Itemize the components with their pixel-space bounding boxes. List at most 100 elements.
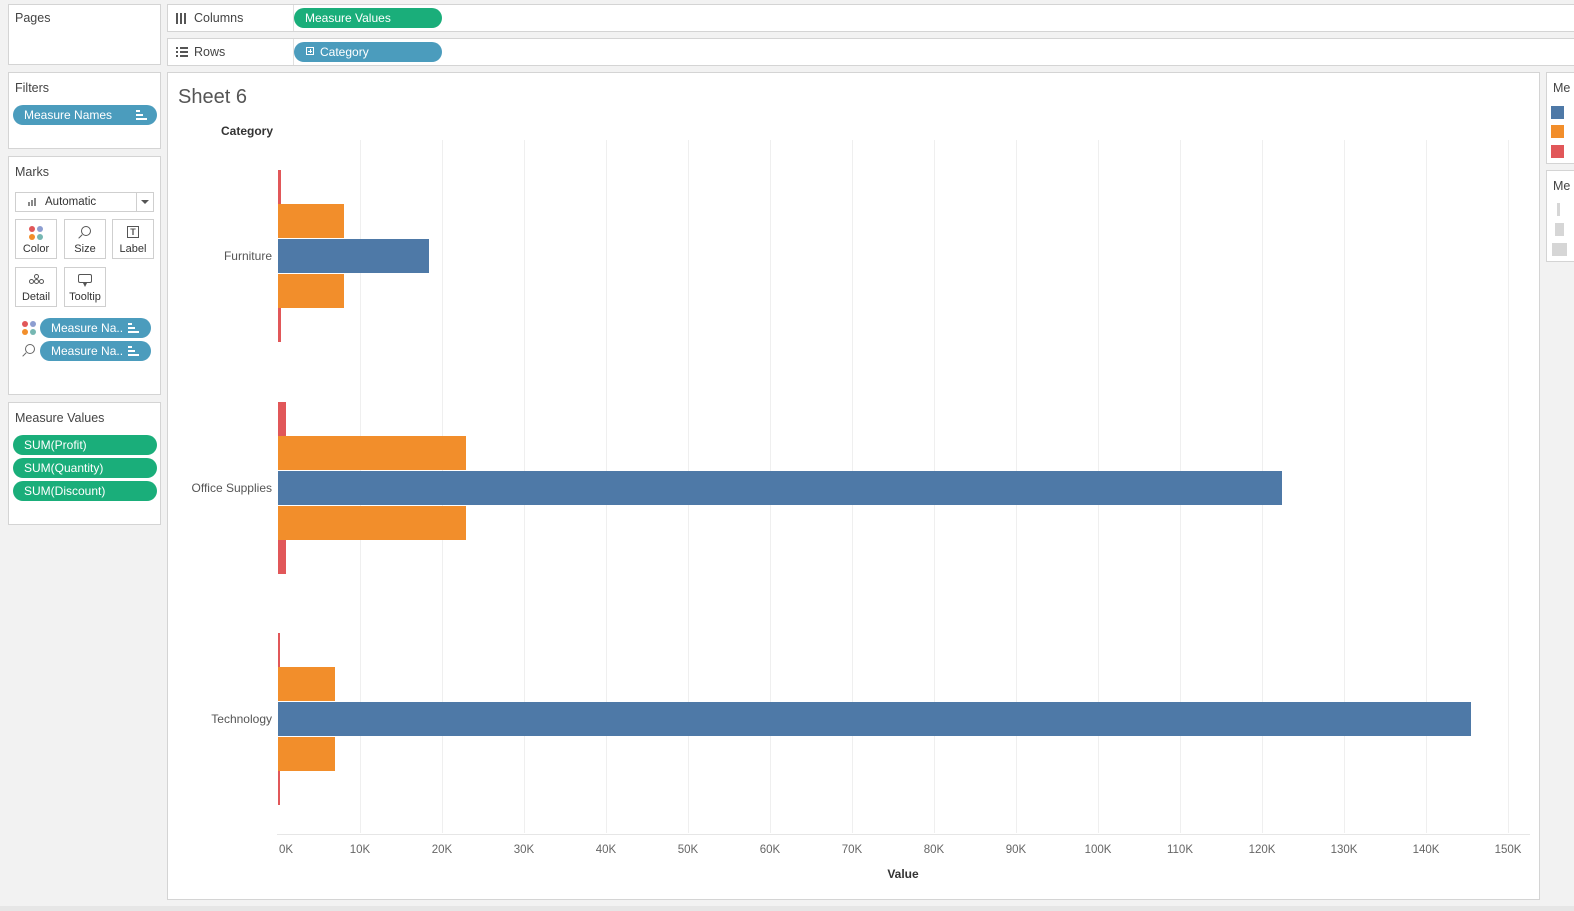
measure-names-filter-label: Measure Names (24, 108, 113, 122)
bar-chart-icon (28, 198, 38, 206)
columns-label: Columns (194, 11, 244, 25)
legend-swatch-quantity[interactable] (1551, 125, 1564, 138)
size-legend[interactable]: Me (1546, 170, 1574, 262)
measure-names-filter-pill[interactable]: Measure Names (13, 105, 157, 125)
filters-title: Filters (15, 81, 50, 95)
rows-shelf[interactable]: Rows Category (167, 38, 1574, 66)
x-tick-label: 70K (841, 844, 863, 856)
columns-icon (176, 13, 187, 24)
size-icon (78, 226, 92, 240)
size-icon (22, 344, 36, 358)
pages-title: Pages (15, 11, 51, 25)
x-tick-label: 50K (677, 844, 699, 856)
sum-quantity-pill[interactable]: SUM(Quantity) (13, 458, 157, 478)
bar-quantity[interactable] (278, 506, 466, 540)
category-label: Technology (211, 712, 272, 726)
gridline (1426, 140, 1427, 833)
x-tick-label: 80K (923, 844, 945, 856)
pages-card[interactable]: Pages (8, 4, 161, 65)
shelf-divider (293, 39, 294, 65)
bar-discount[interactable] (278, 170, 282, 204)
bar-profit[interactable] (278, 702, 1471, 736)
size-legend-mark-medium (1555, 223, 1564, 236)
label-button[interactable]: T Label (112, 219, 154, 259)
bottom-scrollbar[interactable] (0, 906, 1574, 911)
label-button-label: Label (119, 243, 147, 255)
sort-icon (128, 346, 139, 356)
marks-card[interactable]: Marks Automatic Color Size T Label (8, 156, 161, 395)
x-tick-label: 90K (1005, 844, 1027, 856)
measure-values-card[interactable]: Measure Values SUM(Profit) SUM(Quantity)… (8, 402, 161, 525)
mark-type-value: Automatic (45, 196, 97, 208)
bar-profit[interactable] (278, 471, 1283, 505)
bar-quantity[interactable] (278, 667, 335, 701)
category-label: Office Supplies (191, 481, 273, 495)
chevron-down-icon[interactable] (136, 193, 153, 211)
rows-label: Rows (194, 45, 226, 59)
color-button[interactable]: Color (15, 219, 57, 259)
tooltip-icon (78, 274, 92, 287)
color-icon (29, 226, 43, 240)
sum-profit-pill[interactable]: SUM(Profit) (13, 435, 157, 455)
text-label-icon: T (127, 226, 139, 238)
bar-quantity[interactable] (278, 204, 344, 238)
category-pill-label: Category (320, 45, 369, 59)
size-button-label: Size (74, 243, 96, 255)
x-tick-label: 110K (1166, 844, 1194, 856)
size-measure-names-pill[interactable]: Measure Na.. (40, 341, 151, 361)
sum-discount-pill[interactable]: SUM(Discount) (13, 481, 157, 501)
marks-title: Marks (15, 165, 50, 179)
tooltip-button[interactable]: Tooltip (64, 267, 106, 307)
sort-icon (128, 323, 139, 333)
x-tick-label: 20K (431, 844, 453, 856)
bar-discount[interactable] (278, 771, 280, 805)
gridline (1344, 140, 1345, 833)
bar-discount[interactable] (278, 402, 286, 436)
bar-quantity[interactable] (278, 737, 335, 771)
x-tick-label: 130K (1330, 844, 1358, 856)
bar-profit[interactable] (278, 239, 430, 273)
detail-button[interactable]: Detail (15, 267, 57, 307)
x-tick-label: 40K (595, 844, 617, 856)
measure-values-title: Measure Values (15, 411, 105, 425)
size-pill-label: Measure Na.. (51, 344, 124, 358)
color-measure-names-pill[interactable]: Measure Na.. (40, 318, 151, 338)
bar-discount[interactable] (278, 308, 282, 342)
x-tick-label: 60K (759, 844, 781, 856)
color-legend-title: Me (1553, 81, 1571, 95)
color-icon (22, 321, 36, 335)
legend-swatch-discount[interactable] (1551, 145, 1564, 158)
size-button[interactable]: Size (64, 219, 106, 259)
sheet-title: Sheet 6 (178, 86, 247, 108)
x-axis-title: Value (887, 867, 919, 881)
x-tick-label: 10K (349, 844, 371, 856)
x-tick-label: 120K (1248, 844, 1276, 856)
bar-quantity[interactable] (278, 274, 344, 308)
mark-type-dropdown[interactable]: Automatic (15, 192, 154, 212)
color-button-label: Color (22, 243, 50, 255)
legend-swatch-profit[interactable] (1551, 106, 1564, 119)
detail-icon (29, 274, 44, 284)
bar-discount[interactable] (278, 633, 280, 667)
filters-card[interactable]: Filters Measure Names (8, 72, 161, 149)
category-pill[interactable]: Category (294, 42, 442, 62)
gridline (1508, 140, 1509, 833)
category-label: Furniture (223, 249, 272, 263)
bar-quantity[interactable] (278, 436, 466, 470)
columns-shelf[interactable]: Columns Measure Values (167, 4, 1574, 32)
bar-discount[interactable] (278, 540, 286, 574)
expand-icon[interactable] (306, 47, 314, 55)
tooltip-button-label: Tooltip (69, 291, 101, 303)
size-legend-title: Me (1553, 179, 1571, 193)
size-legend-mark-large (1552, 243, 1567, 256)
x-tick-label: 0K (278, 844, 294, 856)
color-legend[interactable]: Me (1546, 72, 1574, 164)
size-legend-mark-small (1557, 203, 1560, 216)
x-tick-label: 100K (1084, 844, 1112, 856)
color-pill-label: Measure Na.. (51, 321, 124, 335)
x-tick-label: 140K (1412, 844, 1440, 856)
measure-values-pill[interactable]: Measure Values (294, 8, 442, 28)
axis-baseline (277, 834, 1530, 835)
x-tick-label: 30K (513, 844, 535, 856)
row-header: Category (221, 124, 274, 138)
